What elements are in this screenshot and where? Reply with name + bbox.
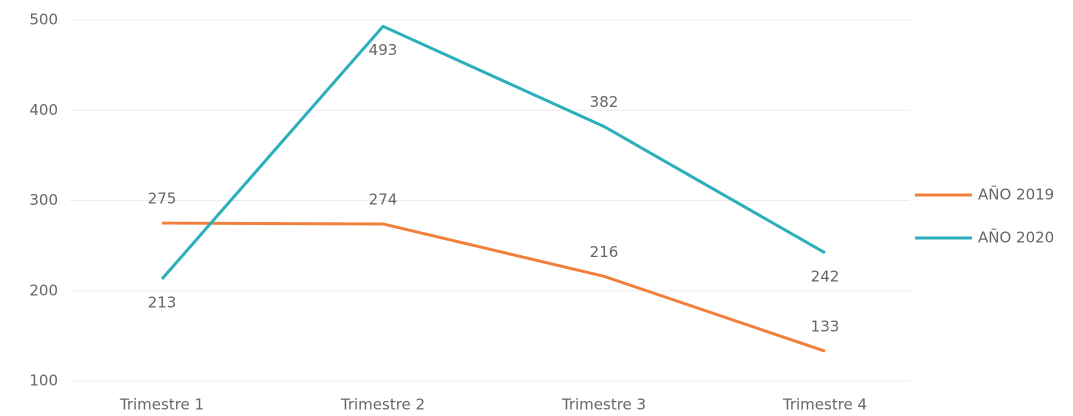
x-tick-label: Trimestre 2: [340, 396, 425, 414]
y-tick-label: 400: [29, 101, 58, 119]
x-tick-label: Trimestre 4: [782, 396, 867, 414]
data-label: 213: [148, 294, 177, 312]
y-tick-label: 100: [29, 372, 58, 390]
y-tick-label: 500: [29, 11, 58, 29]
data-label: 216: [590, 243, 619, 261]
y-tick-label: 300: [29, 191, 58, 209]
legend-label: AÑO 2020: [978, 228, 1054, 247]
data-label: 242: [811, 267, 840, 285]
series-line: [161, 221, 826, 353]
x-tick-label: Trimestre 1: [119, 396, 204, 414]
legend-label: AÑO 2019: [978, 185, 1054, 204]
data-label: 382: [590, 93, 619, 111]
series-line: [160, 24, 826, 281]
y-tick-label: 200: [29, 281, 58, 299]
x-tick-label: Trimestre 3: [561, 396, 646, 414]
data-label: 493: [369, 41, 398, 59]
data-label: 275: [148, 190, 177, 208]
data-label: 133: [811, 318, 840, 336]
data-label: 274: [369, 190, 398, 208]
